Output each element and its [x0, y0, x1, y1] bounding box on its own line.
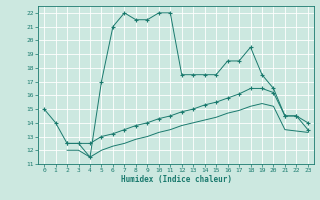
X-axis label: Humidex (Indice chaleur): Humidex (Indice chaleur): [121, 175, 231, 184]
